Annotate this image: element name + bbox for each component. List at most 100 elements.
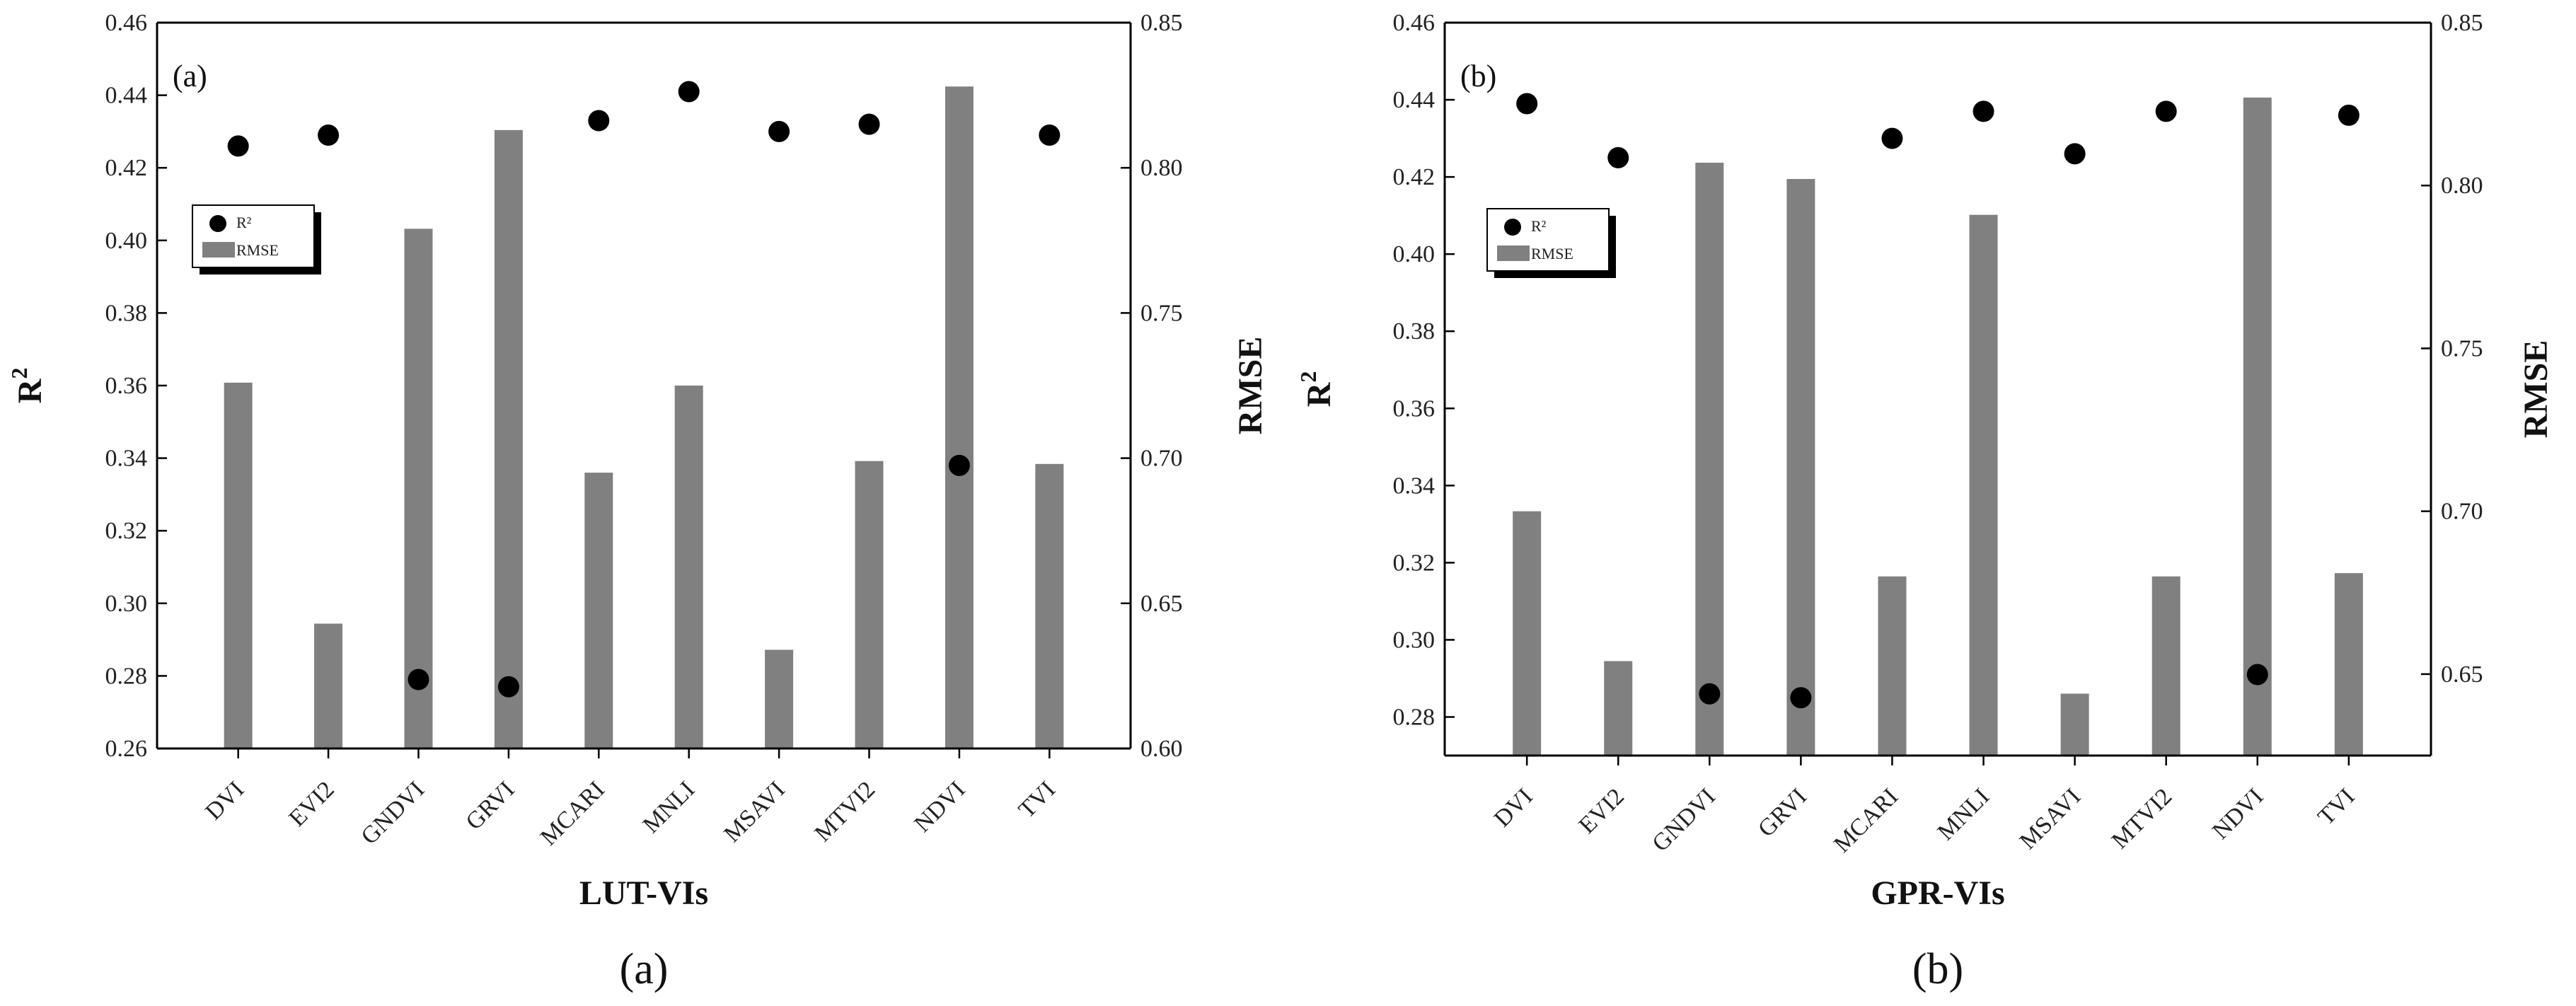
left-tick-label: 0.42 bbox=[1393, 164, 1436, 190]
x-tick-label: MNLI bbox=[1933, 783, 1995, 845]
left-tick-label: 0.34 bbox=[105, 446, 148, 472]
left-tick-label: 0.36 bbox=[1393, 395, 1436, 422]
rmse-bar bbox=[1786, 179, 1815, 756]
rmse-bar bbox=[1695, 162, 1724, 756]
r2-point bbox=[588, 110, 610, 132]
rmse-bar bbox=[765, 649, 794, 748]
panel-tag: (a) bbox=[173, 59, 207, 93]
rmse-bar bbox=[855, 461, 884, 748]
rmse-bar bbox=[2152, 576, 2181, 756]
r2-point bbox=[1039, 125, 1061, 146]
rmse-bar bbox=[674, 386, 703, 748]
left-axis-title-main: R bbox=[11, 378, 49, 403]
rmse-bar bbox=[2334, 573, 2363, 756]
rmse-bar bbox=[1604, 661, 1633, 756]
left-tick-label: 0.38 bbox=[1393, 318, 1436, 345]
x-tick-label: MCARI bbox=[536, 776, 610, 850]
r2-point bbox=[497, 676, 519, 698]
chart-panel-a: 0.26 0.28 0.30 0.32 0.34 0.36 0.38 0.40 0.42 0.44… bbox=[6, 10, 1269, 993]
rmse-bar bbox=[584, 473, 613, 748]
left-tick-label: 0.34 bbox=[1393, 473, 1436, 499]
rmse-bar bbox=[314, 623, 343, 748]
rmse-bar bbox=[494, 129, 523, 748]
x-tick-label: EVI2 bbox=[284, 776, 339, 831]
x-tick-label: NDVI bbox=[909, 776, 970, 837]
x-tick-label: MTVI2 bbox=[810, 776, 881, 847]
legend-rmse-label: RMSE bbox=[1531, 245, 1573, 262]
legend-rmse-swatch bbox=[1497, 245, 1530, 261]
rmse-bar bbox=[404, 229, 433, 748]
x-tick-label: GNDVI bbox=[357, 776, 430, 850]
rmse-bar bbox=[1035, 463, 1064, 748]
r2-point bbox=[318, 125, 340, 146]
left-tick-label: 0.44 bbox=[1393, 87, 1436, 113]
legend-r2-marker bbox=[1504, 219, 1521, 236]
right-tick-label: 0.60 bbox=[1140, 736, 1183, 762]
legend: R² RMSE bbox=[1486, 208, 1616, 278]
r2-point bbox=[2338, 104, 2360, 126]
r2-point bbox=[2246, 664, 2268, 686]
r2-point bbox=[1516, 93, 1538, 115]
rmse-bar bbox=[1513, 511, 1542, 756]
x-tick-label: MSAVI bbox=[719, 776, 790, 848]
r2-point bbox=[678, 81, 700, 103]
legend-rmse-label: RMSE bbox=[236, 241, 279, 259]
x-tick-label: GRVI bbox=[461, 776, 520, 835]
r2-point bbox=[408, 669, 429, 690]
x-tick-label: EVI2 bbox=[1574, 783, 1629, 838]
panel-tag: (b) bbox=[1460, 59, 1496, 93]
x-tick-label: GNDVI bbox=[1647, 783, 1721, 857]
left-tick-label: 0.46 bbox=[105, 10, 148, 36]
right-tick-label: 0.75 bbox=[1140, 300, 1183, 326]
right-axis-title: RMSE bbox=[2517, 340, 2555, 439]
figure-caption: (a) bbox=[620, 945, 669, 993]
right-tick-label: 0.70 bbox=[1140, 446, 1183, 472]
legend-r2-label: R² bbox=[1531, 217, 1547, 235]
left-tick-label: 0.46 bbox=[1393, 10, 1436, 36]
r2-point bbox=[2064, 143, 2086, 165]
r2-point bbox=[948, 454, 970, 476]
right-tick-label: 0.65 bbox=[2441, 661, 2483, 688]
right-tick-label: 0.65 bbox=[1140, 591, 1183, 617]
r2-point bbox=[1973, 100, 1994, 122]
x-tick-label: MNLI bbox=[638, 776, 700, 838]
legend-r2-marker bbox=[209, 215, 226, 232]
right-tick-label: 0.85 bbox=[2441, 10, 2483, 36]
left-tick-label: 0.38 bbox=[105, 300, 148, 326]
left-axis-title: R2 bbox=[6, 368, 49, 404]
figure-caption: (b) bbox=[1912, 945, 1963, 993]
left-tick-label: 0.42 bbox=[105, 155, 148, 181]
x-tick-label: TVI bbox=[1014, 776, 1061, 823]
left-tick-label: 0.32 bbox=[1393, 550, 1436, 576]
r2-point bbox=[1699, 683, 1721, 705]
left-axis-title-superscript: 2 bbox=[6, 368, 32, 379]
x-tick-label: MCARI bbox=[1829, 783, 1903, 857]
x-axis-title: GPR-VIs bbox=[1871, 874, 2004, 912]
right-tick-label: 0.70 bbox=[2441, 499, 2483, 525]
r2-point bbox=[858, 113, 880, 135]
rmse-bar bbox=[2243, 97, 2272, 756]
left-tick-label: 0.28 bbox=[1393, 704, 1436, 730]
left-axis-title: R2 bbox=[1295, 371, 1338, 407]
left-tick-label: 0.30 bbox=[1393, 627, 1436, 653]
legend: R² RMSE bbox=[192, 204, 321, 274]
x-tick-label: DVI bbox=[1489, 783, 1538, 832]
right-tick-label: 0.85 bbox=[1140, 10, 1183, 36]
right-axis-title: RMSE bbox=[1232, 337, 1269, 435]
right-tick-label: 0.80 bbox=[2441, 173, 2483, 199]
legend-r2-label: R² bbox=[236, 214, 252, 231]
left-tick-label: 0.44 bbox=[105, 83, 148, 109]
rmse-bar bbox=[1969, 214, 1998, 756]
left-tick-label: 0.40 bbox=[1393, 241, 1436, 267]
rmse-bar bbox=[2060, 693, 2089, 756]
right-tick-label: 0.80 bbox=[1140, 155, 1183, 181]
legend-rmse-swatch bbox=[202, 242, 235, 258]
rmse-bar bbox=[1878, 576, 1907, 756]
rmse-bar bbox=[945, 86, 974, 748]
left-tick-label: 0.30 bbox=[105, 591, 148, 617]
left-axis-title-superscript: 2 bbox=[1295, 371, 1321, 383]
chart-panel-b: 0.28 0.30 0.32 0.34 0.36 0.38 0.40 0.42 0.44 0.46… bbox=[1295, 10, 2555, 993]
left-tick-label: 0.40 bbox=[105, 228, 148, 254]
r2-point bbox=[2155, 100, 2177, 122]
